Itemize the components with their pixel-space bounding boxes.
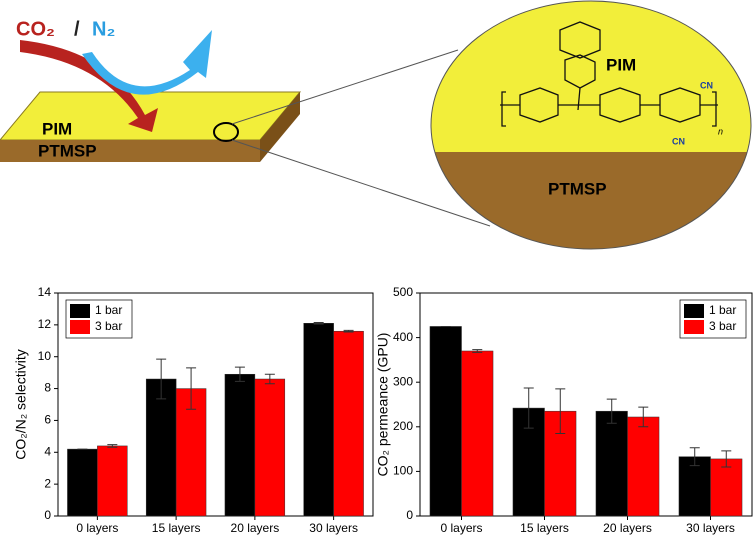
x-tick-label: 15 layers xyxy=(152,521,201,535)
arrow-in xyxy=(20,40,158,132)
y-tick-label: 8 xyxy=(44,381,51,395)
y-tick-label: 500 xyxy=(393,285,413,299)
y-tick-label: 14 xyxy=(38,285,52,299)
bar xyxy=(145,378,177,517)
y-tick-label: 200 xyxy=(393,419,413,433)
arrow-out xyxy=(82,30,212,95)
bar xyxy=(627,416,660,517)
group-label: CN xyxy=(672,136,685,146)
gas-label: / xyxy=(74,18,80,40)
error-bar xyxy=(606,398,617,424)
bar xyxy=(97,445,128,517)
bar xyxy=(333,330,364,517)
y-tick-label: 0 xyxy=(406,508,413,522)
y-tick-label: 0 xyxy=(44,508,51,522)
y-tick-label: 12 xyxy=(38,317,52,331)
bar xyxy=(303,323,334,517)
error-bar xyxy=(264,373,275,385)
y-tick-label: 100 xyxy=(393,464,413,478)
legend-label: 1 bar xyxy=(95,303,122,317)
bar xyxy=(595,410,628,517)
repeat-label: n xyxy=(718,126,723,136)
error-bar xyxy=(343,329,354,333)
x-tick-label: 30 layers xyxy=(309,521,358,535)
slab-label: PTMSP xyxy=(38,141,97,160)
bar xyxy=(254,378,286,517)
error-bar xyxy=(523,387,534,429)
legend-swatch xyxy=(70,304,90,318)
x-tick-label: 30 layers xyxy=(686,521,735,535)
x-tick-label: 0 layers xyxy=(440,521,482,535)
error-bar xyxy=(689,447,700,467)
error-bar xyxy=(156,358,167,400)
bar xyxy=(175,388,207,517)
bar xyxy=(710,458,743,517)
y-axis-label: CO₂ permeance (GPU) xyxy=(375,333,391,477)
error-bar xyxy=(638,406,649,428)
group-label: CN xyxy=(700,80,713,90)
error-bar xyxy=(555,388,566,434)
y-axis-label: CO₂/N₂ selectivity xyxy=(13,349,29,459)
gas-label: CO₂ xyxy=(16,18,55,40)
legend-label: 3 bar xyxy=(709,319,736,333)
gas-label: N₂ xyxy=(92,18,115,40)
zoom-line xyxy=(231,139,491,227)
y-tick-label: 6 xyxy=(44,413,51,427)
y-tick-label: 2 xyxy=(44,476,51,490)
zoom-label: PTMSP xyxy=(548,179,607,198)
legend-swatch xyxy=(684,320,704,334)
error-bar xyxy=(186,367,197,410)
y-tick-label: 300 xyxy=(393,374,413,388)
plot-frame xyxy=(57,292,374,517)
legend-label: 3 bar xyxy=(95,319,122,333)
legend-label: 1 bar xyxy=(709,303,736,317)
error-bar xyxy=(234,366,245,382)
legend-swatch xyxy=(684,304,704,318)
zoom-line xyxy=(231,49,459,125)
y-tick-label: 10 xyxy=(38,349,52,363)
plot-frame xyxy=(419,292,753,517)
legend-swatch xyxy=(70,320,90,334)
error-bar xyxy=(313,321,324,325)
x-tick-label: 20 layers xyxy=(231,521,280,535)
zoom-label: PIM xyxy=(606,55,636,74)
error-bar xyxy=(721,450,732,468)
bar xyxy=(461,350,494,517)
y-tick-label: 4 xyxy=(44,444,51,458)
x-tick-label: 15 layers xyxy=(520,521,569,535)
bar xyxy=(67,448,98,517)
zoom-border xyxy=(430,0,752,250)
zoom-spot xyxy=(213,122,239,142)
error-bar xyxy=(107,444,118,448)
slab-label: PIM xyxy=(42,119,72,138)
bar xyxy=(224,373,256,517)
slab-bottom xyxy=(0,140,260,162)
error-bar xyxy=(472,349,483,353)
bar xyxy=(678,456,711,517)
x-tick-label: 0 layers xyxy=(76,521,118,535)
x-tick-label: 20 layers xyxy=(603,521,652,535)
y-tick-label: 400 xyxy=(393,330,413,344)
molecule xyxy=(500,21,718,127)
slab-side xyxy=(260,92,300,162)
bar xyxy=(429,326,462,517)
